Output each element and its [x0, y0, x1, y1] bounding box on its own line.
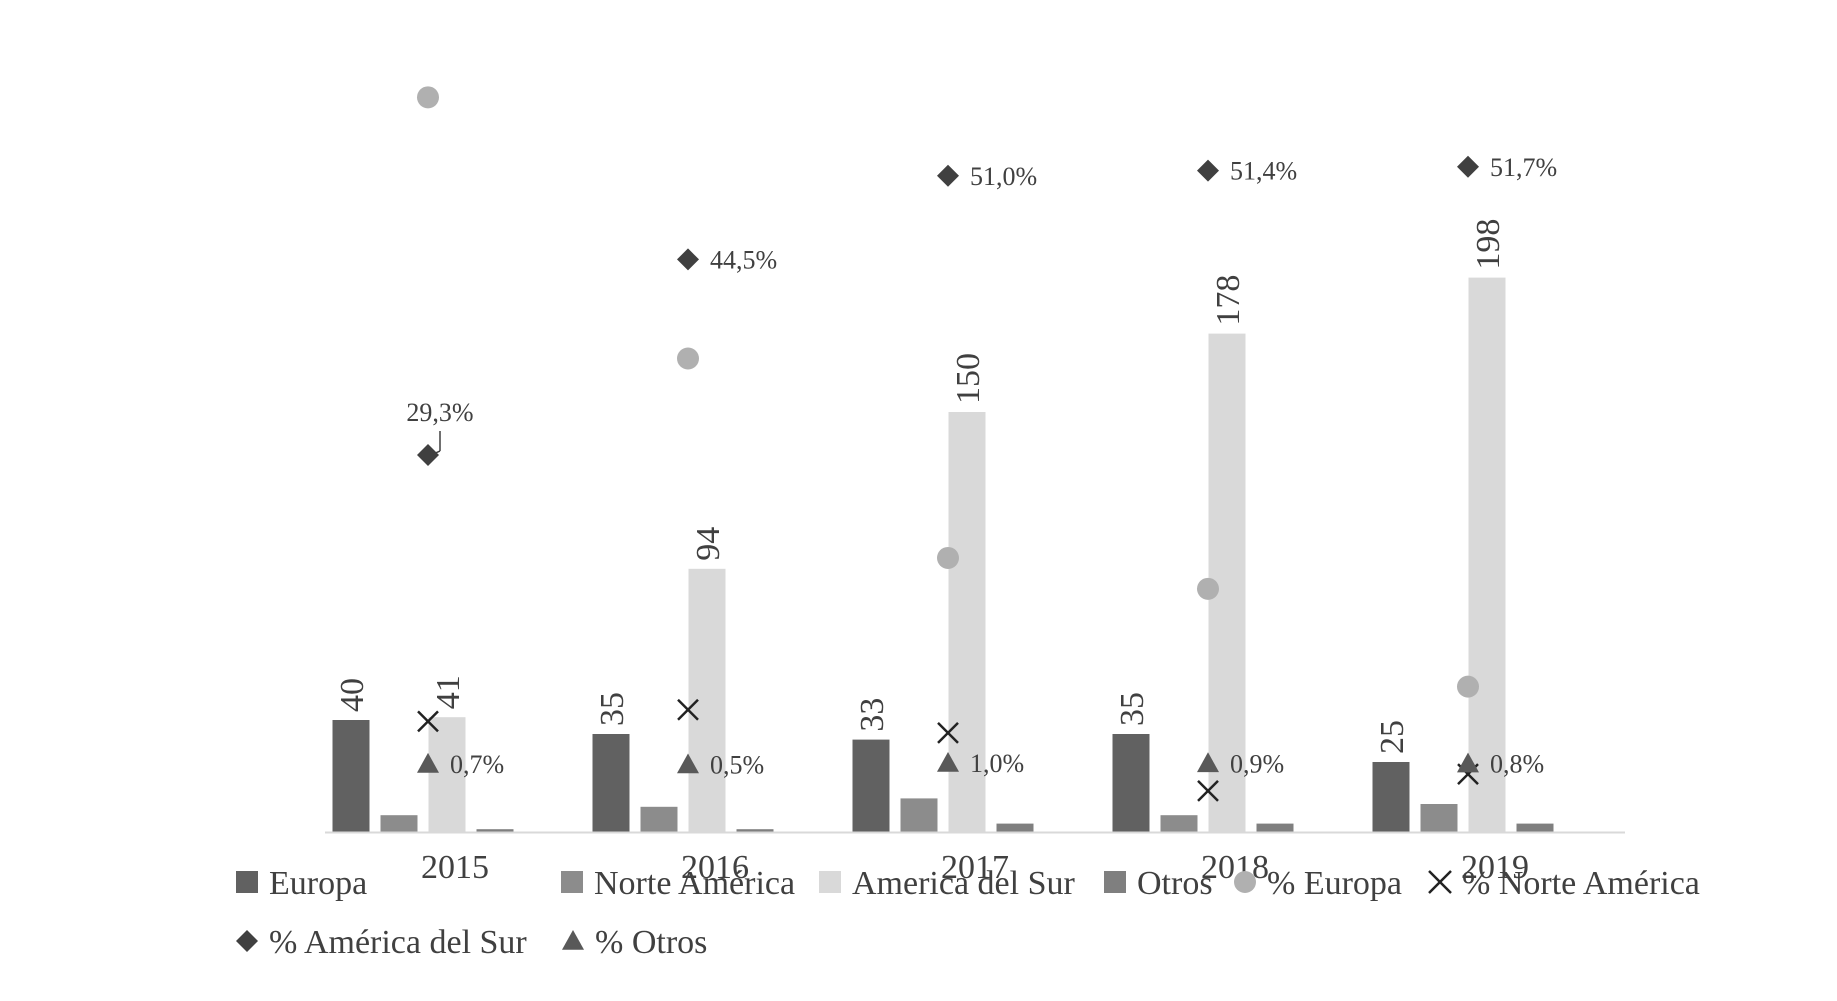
bar-label-europa-2016: 35 [594, 692, 631, 726]
pct-label-pct-otros-2018: 0,9% [1230, 749, 1284, 778]
marker-pct-europa-2019 [1457, 675, 1479, 698]
bar-norte-america-2019 [1420, 804, 1458, 832]
legend-item-europa-label: Europa [269, 865, 367, 902]
marker-pct-america-del-sur-2018 [1197, 159, 1219, 182]
x-tick-label-2016: 2016 [681, 849, 749, 886]
legend-item-pct-norte-america-swatch-stroke-b [1428, 870, 1452, 894]
marker-pct-otros-2016 [677, 753, 699, 774]
marker-pct-europa-2017 [937, 546, 959, 569]
bar-norte-america-2016 [640, 806, 678, 832]
bar-otros-2018 [1256, 823, 1294, 832]
bar-europa-2019 [1372, 762, 1410, 832]
x-tick-label-2019: 2019 [1461, 849, 1529, 886]
legend-item-otros: Otros [1104, 865, 1213, 902]
bar-america-del-sur-2015 [428, 717, 466, 832]
bar-europa-2016 [592, 734, 630, 832]
bar-label-america-del-sur-2016: 94 [690, 527, 727, 561]
bar-otros-2015 [476, 829, 514, 832]
pct-label-pct-otros-2019: 0,8% [1490, 750, 1544, 779]
bar-norte-america-2017 [900, 798, 938, 832]
legend-item-pct-europa-swatch [1234, 871, 1256, 893]
legend-item-pct-otros-swatch [562, 930, 584, 950]
pct-label-pct-otros-2017: 1,0% [970, 749, 1024, 778]
marker-pct-otros-2019 [1457, 752, 1479, 773]
legend-item-pct-norte-america-label: % Norte América [1462, 865, 1700, 902]
marker-pct-europa-2018 [1197, 577, 1219, 600]
legend-item-pct-otros-label: % Otros [595, 924, 707, 961]
bar-europa-2017 [852, 739, 890, 832]
bar-america-del-sur-2016 [688, 568, 726, 832]
bar-label-america-del-sur-2015: 41 [430, 675, 467, 709]
bar-label-europa-2018: 35 [1114, 692, 1151, 726]
marker-pct-america-del-sur-2015 [417, 444, 439, 467]
marker-pct-norte-america-2017-stroke-b [937, 722, 959, 744]
pct-label-pct-otros-2015: 0,7% [450, 750, 504, 779]
bar-labels-group: 40 41 35 94 33 150 35 178 25 198 [334, 219, 1507, 754]
x-tick-label-2015: 2015 [421, 849, 489, 886]
legend-item-norte-america-label: Norte América [594, 865, 795, 902]
marker-pct-norte-america-2017 [937, 722, 959, 744]
legend-item-america-del-sur-label: America del Sur [852, 865, 1075, 902]
bar-label-europa-2015: 40 [334, 678, 371, 712]
legend-item-pct-america-del-sur-swatch [236, 930, 258, 952]
marker-pct-america-del-sur-2016 [677, 248, 699, 271]
legend-item-norte-america-swatch [561, 871, 583, 893]
bar-otros-2017 [996, 823, 1034, 832]
bar-otros-2016 [736, 829, 774, 832]
pct-label-pct-america-del-sur-2017: 51,0% [970, 162, 1037, 191]
legend-item-america-del-sur-swatch [819, 871, 841, 893]
legend-item-america-del-sur: America del Sur [819, 865, 1075, 902]
bar-label-america-del-sur-2019: 198 [1470, 219, 1507, 270]
bar-label-america-del-sur-2018: 178 [1210, 275, 1247, 326]
marker-pct-norte-america-2018 [1197, 779, 1219, 802]
legend-item-otros-label: Otros [1137, 865, 1213, 902]
marker-pct-norte-america-2015 [417, 710, 439, 733]
legend-item-pct-america-del-sur: % América del Sur [236, 924, 527, 961]
marker-pct-otros-2018 [1197, 752, 1219, 773]
legend-item-europa-swatch [236, 871, 258, 893]
legend-item-pct-norte-america-swatch [1428, 870, 1452, 894]
pct-label-pct-america-del-sur-2018: 51,4% [1230, 157, 1297, 186]
pct-label-pct-america-del-sur-2019: 51,7% [1490, 153, 1557, 182]
bar-label-europa-2017: 33 [854, 698, 891, 732]
marker-pct-otros-2017 [937, 752, 959, 772]
legend-item-pct-america-del-sur-label: % América del Sur [269, 924, 527, 961]
leader-tip-2015 [432, 450, 441, 455]
marker-pct-norte-america-2016 [677, 698, 699, 721]
pct-label-pct-america-del-sur-2015: 29,3% [406, 398, 473, 427]
marker-pct-europa-2016 [677, 347, 699, 370]
marker-pct-europa-2015 [417, 86, 439, 109]
markers-group: 29,3% 0,7% 44,5% 0,5% 51,0% 1,0% 51,4% 0,9% 51,7… [406, 86, 1557, 802]
legend-item-norte-america: Norte América [561, 865, 795, 902]
pct-label-pct-america-del-sur-2016: 44,5% [710, 245, 777, 274]
bar-america-del-sur-2017 [948, 412, 986, 832]
bar-otros-2019 [1516, 823, 1554, 832]
legend-item-pct-norte-america: % Norte América [1428, 865, 1700, 902]
bar-label-america-del-sur-2017: 150 [950, 353, 987, 404]
bar-norte-america-2015 [380, 815, 418, 832]
legend: Europa Norte América America del Sur Otros%… [236, 865, 1700, 961]
legend-item-pct-europa-label: % Europa [1267, 865, 1402, 902]
marker-pct-otros-2015 [417, 752, 439, 773]
x-tick-label-2017: 2017 [941, 849, 1009, 886]
legend-item-europa: Europa [236, 865, 367, 902]
marker-pct-norte-america-2016-stroke-b [677, 698, 699, 721]
bar-label-europa-2019: 25 [1374, 720, 1411, 754]
legend-item-otros-swatch [1104, 871, 1126, 893]
bars-group [332, 277, 1554, 833]
bar-norte-america-2018 [1160, 815, 1198, 832]
bar-europa-2018 [1112, 734, 1150, 832]
legend-item-pct-otros: % Otros [562, 924, 707, 961]
marker-pct-norte-america-2015-stroke-b [417, 710, 439, 733]
marker-pct-america-del-sur-2019 [1457, 155, 1479, 178]
bar-europa-2015 [332, 720, 370, 832]
legend-item-pct-europa: % Europa [1234, 865, 1402, 902]
pct-label-pct-otros-2016: 0,5% [710, 751, 764, 780]
marker-pct-america-del-sur-2017 [937, 164, 959, 187]
marker-pct-norte-america-2018-stroke-b [1197, 779, 1219, 802]
bar-america-del-sur-2019 [1468, 277, 1506, 833]
